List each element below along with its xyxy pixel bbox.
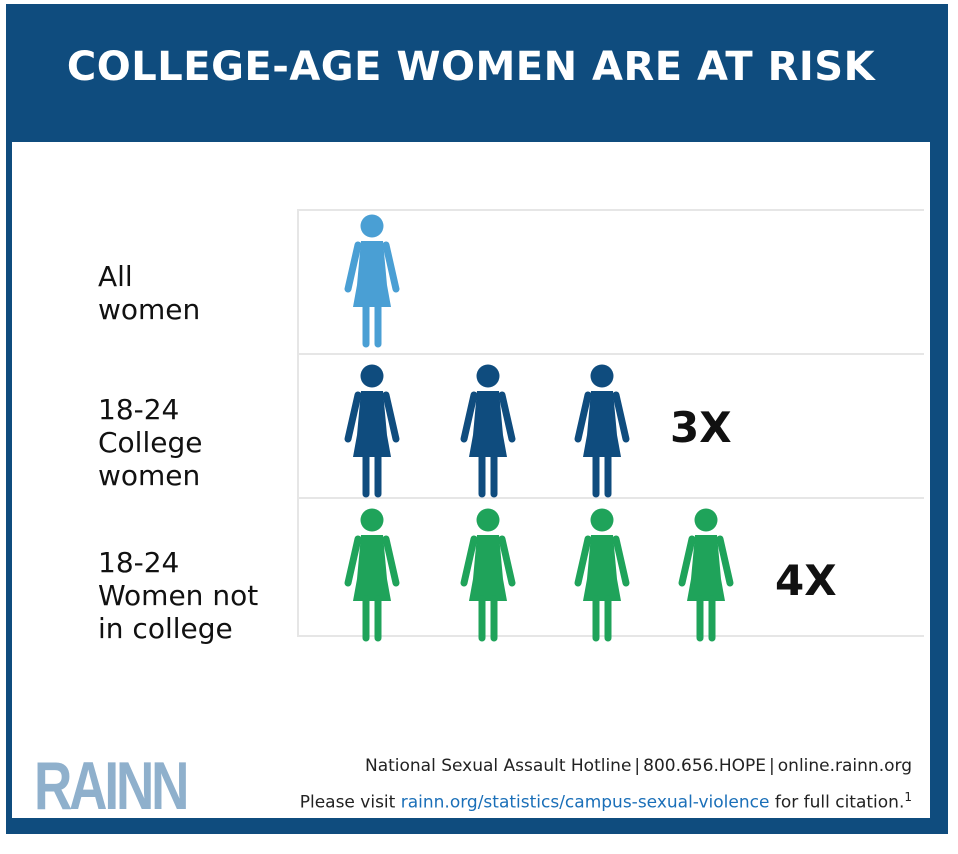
hotline-name: National Sexual Assault Hotline: [364, 756, 632, 776]
row-label-line: women: [98, 293, 201, 326]
citation-link[interactable]: rainn.org/statistics/campus-sexual-viole…: [400, 792, 770, 813]
value-label-college: 3X: [670, 403, 732, 452]
grid-line-vertical: [297, 209, 299, 637]
person-icon: [460, 508, 516, 642]
row-label-line: women: [98, 459, 201, 492]
row-label-women-not-in-college: 18-24 Women not in college: [98, 546, 258, 645]
person-icon: [344, 508, 400, 642]
citation-suffix: for full citation.: [774, 792, 905, 813]
footnote-marker: 1: [904, 790, 912, 804]
row-label-line: College: [98, 426, 203, 459]
row-label-line: 18-24: [98, 393, 180, 426]
page-title: COLLEGE-AGE WOMEN ARE AT RISK: [66, 44, 876, 90]
row-label-line: Women not: [98, 579, 259, 612]
row-label-all-women: All women: [98, 260, 200, 326]
hotline-line: National Sexual Assault Hotline | 800.656.…: [365, 756, 912, 776]
person-icon: [574, 508, 630, 642]
grid-line-2: [298, 497, 924, 499]
person-icon: [460, 364, 516, 498]
row-label-college-women: 18-24 College women: [98, 393, 202, 492]
person-icon: [678, 508, 734, 642]
content-panel: [12, 142, 930, 818]
person-icon: [344, 364, 400, 498]
separator: |: [634, 756, 641, 776]
grid-line-top: [298, 209, 924, 211]
citation-line: Please visit rainn.org/statistics/campus…: [300, 790, 912, 813]
row-label-line: 18-24: [98, 546, 180, 579]
grid-line-1: [298, 353, 924, 355]
person-icon: [344, 214, 400, 348]
row-label-line: All: [98, 260, 133, 293]
hotline-phone: 800.656.HOPE: [643, 756, 767, 776]
separator: |: [769, 756, 775, 776]
value-label-not-college: 4X: [775, 556, 837, 605]
hotline-site[interactable]: online.rainn.org: [777, 756, 912, 776]
citation-prefix: Please visit: [299, 792, 396, 813]
person-icon: [574, 364, 630, 498]
row-label-line: in college: [98, 612, 233, 645]
rainn-logo: RAINN: [34, 748, 189, 824]
